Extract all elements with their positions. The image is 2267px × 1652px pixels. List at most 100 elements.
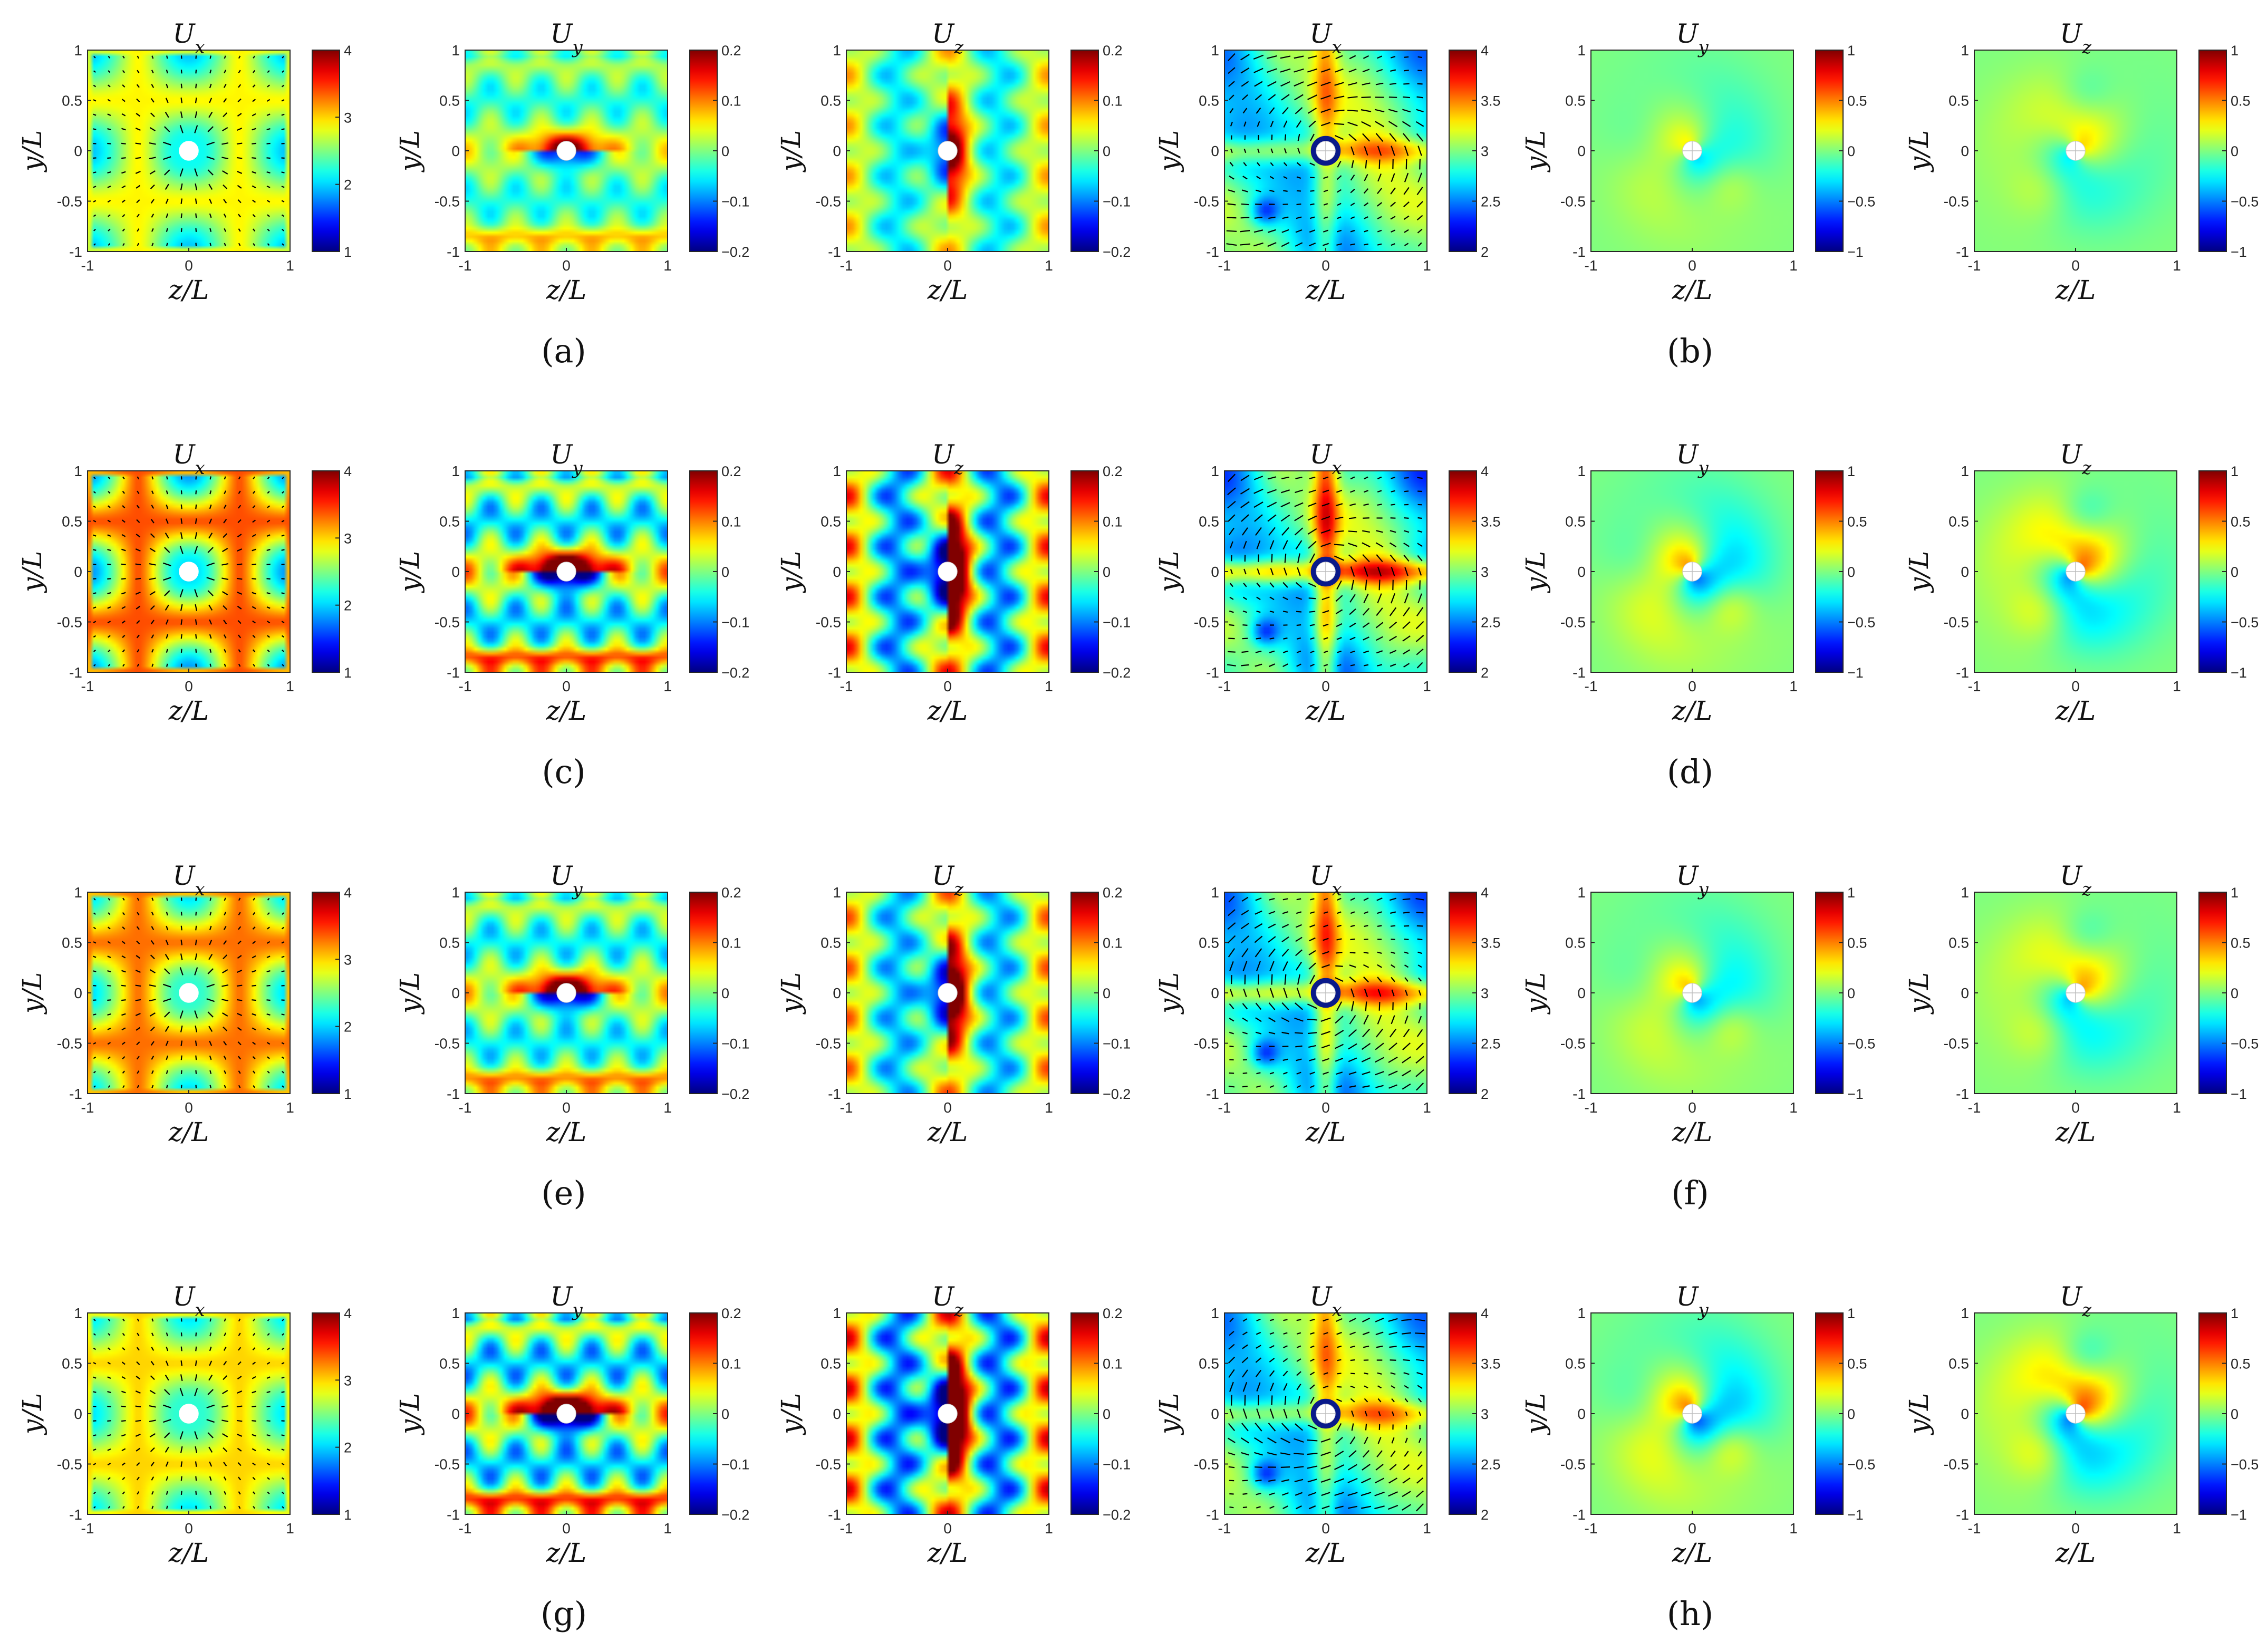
x-axis-label: z/L [1672, 1538, 1712, 1568]
colorbar-tick-label: 3 [1481, 1406, 1489, 1422]
y-tick-label: -0.5 [57, 1036, 82, 1052]
arrow [136, 1406, 141, 1407]
y-axis-label: y/L [776, 1393, 806, 1435]
y-tick-label: -1 [1573, 244, 1586, 260]
x-tick-label: 0 [562, 1099, 571, 1116]
x-tick-label: 0 [943, 678, 952, 694]
colorbar-tick-label: 3.5 [1481, 514, 1501, 530]
arrow [1231, 1395, 1232, 1406]
colorbar-tick-label: 0 [721, 986, 729, 1001]
colorbar-gradient [312, 1313, 340, 1514]
x-tick-label: 0 [562, 257, 571, 274]
y-tick-label: 1 [74, 463, 82, 479]
y-axis-label: y/L [17, 972, 47, 1015]
y-tick-label: 1 [451, 42, 460, 59]
y-tick-label: 0.5 [439, 93, 460, 109]
arrow [252, 143, 256, 144]
y-tick-label: 0.5 [1199, 93, 1219, 109]
x-axis-label: z/L [1672, 275, 1712, 305]
arrow [1417, 97, 1423, 98]
colorbar-tick-label: 0.1 [1103, 935, 1123, 951]
y-tick-label: -1 [1956, 244, 1969, 260]
arrow [1231, 975, 1232, 984]
x-axis-label: z/L [2055, 1538, 2096, 1568]
arrow [1283, 190, 1287, 191]
colorbar-tick-label: 0.1 [1103, 93, 1123, 109]
y-tick-label: 0.5 [1948, 1356, 1969, 1372]
arrow [181, 1461, 182, 1466]
arrow [1297, 204, 1301, 205]
colorbar-tick-label: 0.5 [2231, 1356, 2251, 1372]
colorbar-tick-label: 3.5 [1481, 93, 1501, 109]
x-tick-label: 0 [1688, 257, 1696, 274]
x-axis-label: z/L [546, 1117, 586, 1147]
colorbar-tick-label: 0.1 [721, 93, 741, 109]
arrow [1415, 1333, 1425, 1334]
y-tick-label: -0.5 [435, 194, 460, 210]
colorbar: 22.533.54 [1449, 885, 1501, 1102]
arrow [266, 143, 270, 144]
y-axis-label: y/L [1154, 551, 1184, 593]
x-tick-label: 1 [2173, 1520, 2181, 1537]
arrow [181, 1491, 182, 1495]
x-tick-label: -1 [1218, 1099, 1231, 1116]
y-tick-label: 1 [1577, 463, 1586, 479]
colorbar-tick-label: −1 [2231, 665, 2247, 681]
colorbar: 22.533.54 [1449, 1306, 1501, 1523]
cylinder-marker [557, 983, 576, 1002]
y-tick-label: 0.5 [1565, 93, 1586, 109]
x-axis-label: z/L [168, 275, 209, 305]
y-tick-label: -1 [828, 1086, 841, 1102]
arrow [1349, 518, 1356, 519]
y-tick-label: 0.5 [821, 514, 841, 530]
y-axis-label: y/L [1904, 972, 1934, 1015]
colorbar-tick-label: 0 [721, 143, 729, 159]
y-tick-label: 0 [1577, 143, 1586, 159]
colorbar: −0.2−0.100.10.2 [690, 43, 749, 260]
colorbar-tick-label: 1 [2231, 885, 2239, 901]
x-tick-label: 1 [663, 1099, 672, 1116]
colorbar-tick-label: 1 [344, 665, 352, 681]
cylinder-marker [938, 562, 957, 581]
y-tick-label: 0.5 [62, 93, 82, 109]
y-tick-label: 1 [1577, 42, 1586, 59]
y-tick-label: -1 [1573, 664, 1586, 681]
colorbar-tick-label: 0.2 [721, 885, 741, 901]
colorbar-tick-label: 4 [1481, 43, 1489, 59]
y-tick-label: -0.5 [1944, 1036, 1969, 1052]
x-axis-label: z/L [1305, 1117, 1346, 1147]
y-tick-label: -0.5 [435, 614, 460, 631]
y-tick-label: 0.5 [1948, 935, 1969, 951]
y-tick-label: 0 [74, 143, 82, 159]
arrow [210, 476, 211, 479]
y-tick-label: 1 [1961, 463, 1969, 479]
colorbar-tick-label: 4 [344, 1306, 352, 1321]
y-tick-label: 0.5 [821, 1356, 841, 1372]
arrow [1229, 1507, 1233, 1508]
x-tick-label: -1 [840, 1099, 853, 1116]
y-axis-label: y/L [1520, 551, 1551, 593]
colorbar-tick-label: −0.2 [1103, 1507, 1131, 1523]
arrow [237, 578, 242, 579]
x-axis-label: z/L [2055, 695, 2096, 726]
colorbar-tick-label: 0.2 [721, 463, 741, 479]
arrow [181, 926, 182, 931]
arrow [1243, 1046, 1247, 1047]
y-tick-label: -1 [1573, 1086, 1586, 1102]
y-tick-label: -0.5 [57, 1456, 82, 1473]
colorbar-tick-label: −0.1 [1103, 1036, 1131, 1052]
colorbar-tick-label: −0.1 [1103, 1457, 1131, 1473]
cylinder-marker [179, 1404, 198, 1423]
arrow [1403, 97, 1410, 98]
y-tick-label: 0 [1577, 985, 1586, 1001]
y-tick-label: -1 [69, 664, 82, 681]
arrow [181, 98, 182, 103]
colorbar-tick-label: 0 [721, 1406, 729, 1422]
